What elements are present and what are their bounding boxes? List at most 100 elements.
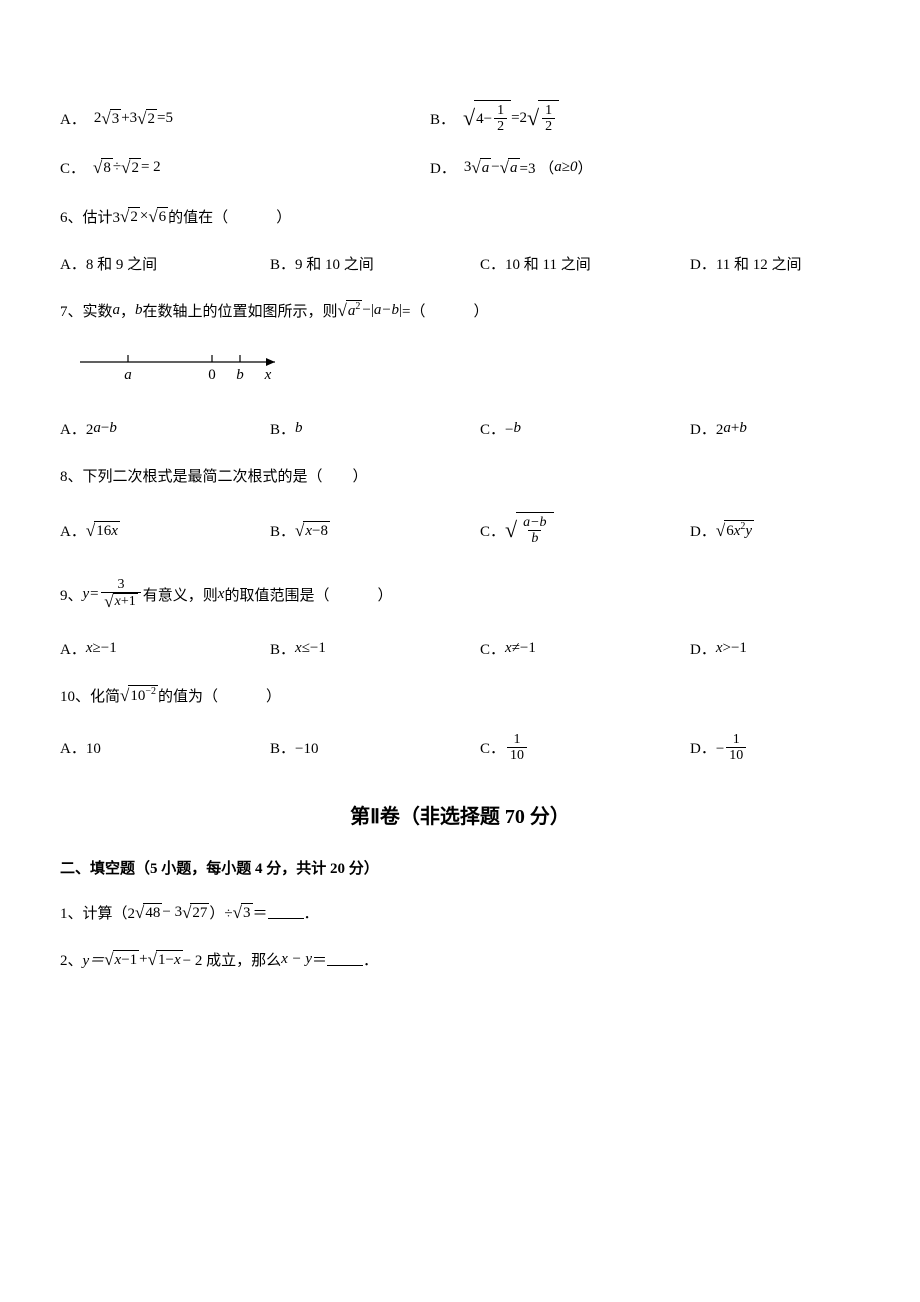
q8-stem: 8、下列二次根式是最简二次根式的是（ ） — [60, 465, 860, 486]
q6-option-a: A．8 和 9 之间 — [60, 253, 230, 274]
text: 3 — [464, 159, 472, 176]
q9-option-c: C．x≠−1 — [480, 638, 650, 659]
q10-option-c: C． 110 — [480, 732, 650, 764]
text: y＝ — [83, 949, 105, 970]
sqrt: √ a2 — [338, 300, 363, 320]
q8-options: A． √16x B． √x−8 C． √ a−bb D． √6x2y — [60, 512, 860, 549]
blank — [268, 905, 304, 919]
q6-options: A．8 和 9 之间 B．9 和 10 之间 C．10 和 11 之间 D．11… — [60, 253, 860, 274]
sqrt: √6 — [148, 207, 168, 226]
var-a: a — [113, 302, 121, 319]
opt-label: B． — [430, 108, 455, 129]
text: y= — [83, 586, 100, 603]
text: =（ — [402, 300, 425, 321]
sqrt: √8 — [93, 158, 113, 177]
text: ． — [363, 949, 378, 970]
q10-options: A．10 B．−10 C． 110 D．− 110 — [60, 732, 860, 764]
text: 2 — [94, 110, 102, 127]
q5-row-cd: C． √8 ÷ √2 = 2 D． 3 √a − √a =3 （ a≥0 ） — [60, 157, 860, 178]
q5-option-d: D． 3 √a − √a =3 （ a≥0 ） — [430, 157, 592, 178]
q7-options: A．2a−b B．b C．−b D．2a+b — [60, 418, 860, 439]
q7-option-a: A．2a−b — [60, 418, 230, 439]
q9-option-a: A．x≥−1 — [60, 638, 230, 659]
section-2-subtitle: 二、填空题（5 小题，每小题 4 分，共计 20 分） — [60, 857, 860, 878]
q8-option-c: C． √ a−bb — [480, 512, 650, 549]
text: ） — [577, 157, 592, 178]
q6-option-c: C．10 和 11 之间 — [480, 253, 650, 274]
q9-options: A．x≥−1 B．x≤−1 C．x≠−1 D．x>−1 — [60, 638, 860, 659]
text: ＝ — [312, 949, 327, 970]
svg-text:a: a — [124, 367, 132, 383]
q8-option-d: D． √6x2y — [690, 520, 860, 541]
q6-stem: 6、估计3 √2 × √6 的值在（ ） — [60, 206, 860, 227]
svg-text:b: b — [236, 367, 244, 383]
text: 8、下列二次根式是最简二次根式的是（ ） — [60, 465, 368, 486]
text: 10、化简 — [60, 685, 120, 706]
text: − 3 — [162, 904, 182, 921]
text: − — [362, 302, 370, 319]
text: 9、 — [60, 584, 83, 605]
q6-option-d: D．11 和 12 之间 — [690, 253, 860, 274]
q10-option-d: D．− 110 — [690, 732, 860, 764]
fraction: 3 √x+1 — [101, 577, 140, 612]
blank — [327, 952, 363, 966]
sqrt: √a — [471, 158, 491, 177]
section-2-title: 第Ⅱ卷（非选择题 70 分） — [60, 800, 860, 829]
text: = 2 — [141, 159, 161, 176]
text: ÷ — [113, 159, 121, 176]
q5-option-c: C． √8 ÷ √2 = 2 — [60, 157, 430, 178]
q10-option-a: A．10 — [60, 737, 230, 758]
q9-stem: 9、 y= 3 √x+1 有意义，则 x 的取值范围是（ ） — [60, 577, 860, 612]
text: 1、计算（2 — [60, 902, 135, 923]
q7-option-b: B．b — [270, 418, 440, 439]
q7-option-d: D．2a+b — [690, 418, 860, 439]
text: 有意义，则 — [143, 584, 218, 605]
text: ）÷ — [209, 902, 232, 923]
q6-option-b: B．9 和 10 之间 — [270, 253, 440, 274]
var-b: b — [135, 302, 143, 319]
sqrt: √a — [500, 158, 520, 177]
sqrt: √2 — [121, 158, 141, 177]
text: ） — [266, 685, 281, 706]
text: 6、估计3 — [60, 206, 120, 227]
text: =5 — [157, 110, 173, 127]
sqrt: √ 10−2 — [120, 685, 158, 705]
q10-stem: 10、化简 √ 10−2 的值为（ ） — [60, 685, 860, 706]
opt-label: D． — [430, 157, 456, 178]
q7-stem: 7、实数 a ， b 在数轴上的位置如图所示，则 √ a2 − | a−b | … — [60, 300, 860, 321]
sqrt: √2 — [120, 207, 140, 226]
opt-label: C． — [60, 157, 85, 178]
q5-option-a: A． 2 √3 +3 √2 =5 — [60, 108, 430, 129]
abs-content: a−b — [374, 302, 399, 319]
svg-text:0: 0 — [208, 367, 216, 383]
text: a≥0 — [554, 159, 577, 176]
text: 2、 — [60, 949, 83, 970]
q8-option-a: A． √16x — [60, 520, 230, 541]
svg-text:x: x — [264, 367, 272, 383]
text: x − y — [281, 951, 312, 968]
var-x: x — [218, 586, 225, 603]
q10-option-b: B．−10 — [270, 737, 440, 758]
q7-option-c: C．−b — [480, 418, 650, 439]
sqrt: √3 — [101, 109, 121, 128]
opt-label: A． — [60, 108, 86, 129]
text: =2 — [511, 110, 527, 127]
text: 的取值范围是（ — [224, 584, 329, 605]
number-line-diagram: a 0 b x — [80, 347, 860, 392]
text: 7、实数 — [60, 300, 113, 321]
text: 的值在（ — [168, 206, 228, 227]
text: 的值为（ — [158, 685, 218, 706]
fill-2: 2、 y＝ √x−1 + √1−x − 2 成立，那么 x − y ＝ ． — [60, 949, 860, 970]
text: ． — [304, 902, 319, 923]
q9-option-b: B．x≤−1 — [270, 638, 440, 659]
text: +3 — [121, 110, 137, 127]
text: ） — [377, 584, 392, 605]
text: ， — [120, 300, 135, 321]
text: =3 （ — [520, 157, 555, 178]
q9-option-d: D．x>−1 — [690, 638, 860, 659]
text: ） — [276, 206, 291, 227]
sqrt: √2 — [137, 109, 157, 128]
text: ） — [473, 300, 488, 321]
text: ＝ — [253, 902, 268, 923]
text: × — [140, 208, 148, 225]
